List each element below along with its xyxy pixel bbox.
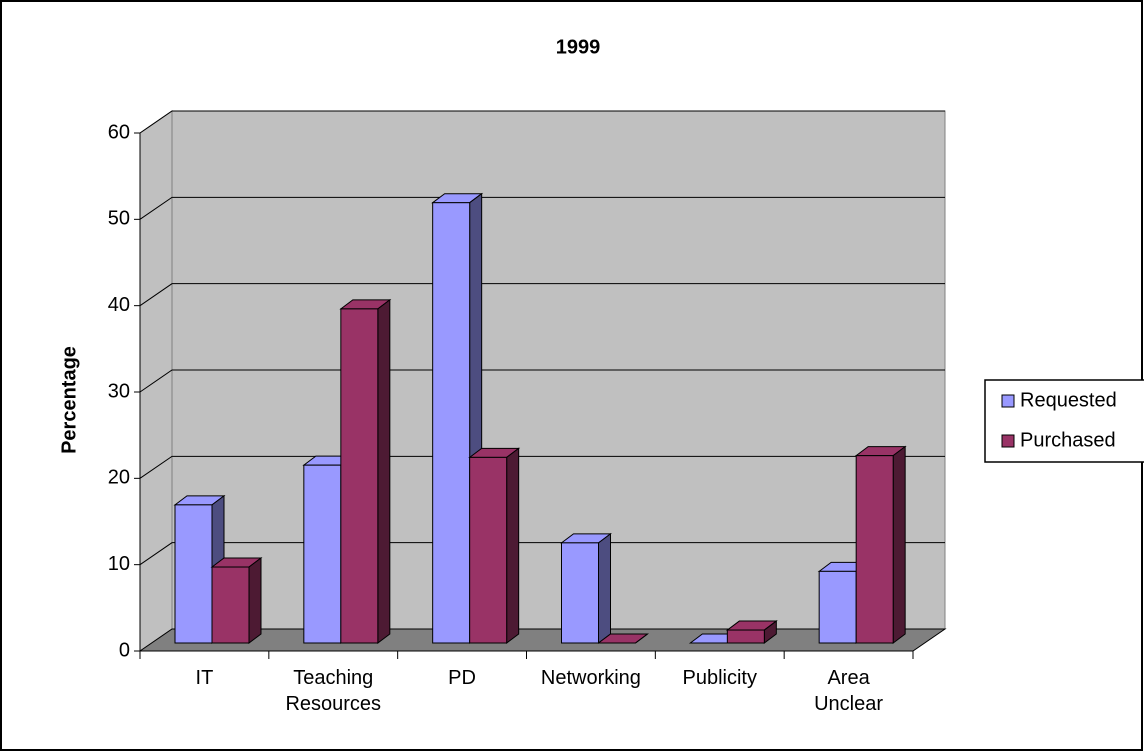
bar	[210, 557, 263, 644]
y-tick-label: 20	[108, 467, 130, 489]
bar	[597, 633, 649, 644]
x-tick-label: Teaching Resources	[285, 667, 382, 715]
bar-side	[506, 447, 520, 644]
grid-line	[139, 110, 945, 134]
x-tick-label: Area Unclear	[814, 667, 884, 715]
bar-side	[377, 298, 391, 644]
x-tick-label: Publicity	[682, 667, 757, 689]
bar-front	[303, 464, 342, 644]
bar	[854, 445, 907, 644]
bar-front	[726, 629, 765, 644]
legend-swatch	[1001, 434, 1015, 448]
y-tick-label: 30	[108, 380, 130, 402]
bar-side	[598, 532, 611, 644]
legend	[984, 379, 1144, 463]
bar-side	[248, 557, 262, 644]
bar-side	[635, 633, 648, 644]
bar-front	[340, 308, 379, 644]
grid-line	[139, 542, 945, 566]
legend-label: Purchased	[1020, 429, 1116, 451]
y-tick-label: 40	[108, 294, 130, 316]
y-tick-label: 0	[119, 639, 130, 661]
bar-front	[561, 542, 599, 644]
bar-front	[432, 202, 471, 644]
bar	[560, 532, 612, 644]
bar-front	[211, 566, 250, 644]
grid-line	[139, 455, 945, 479]
x-tick-label: IT	[195, 667, 214, 689]
y-axis-label: Percentage	[58, 346, 80, 454]
chart-title: 1999	[556, 36, 601, 58]
bar	[725, 620, 778, 644]
bar-front	[174, 504, 213, 644]
bar-side	[892, 445, 906, 644]
bar-front	[818, 570, 857, 644]
grid-line	[139, 369, 945, 393]
y-tick-label: 50	[108, 208, 130, 230]
legend-swatch	[1001, 394, 1015, 408]
bar	[468, 447, 521, 644]
grid-line	[139, 283, 945, 307]
y-tick-label: 60	[108, 121, 130, 143]
bar-front	[855, 455, 894, 644]
bar-front	[469, 456, 508, 644]
y-tick-label: 10	[108, 553, 130, 575]
bar	[339, 298, 392, 644]
grid-line	[139, 196, 945, 220]
legend-label: Requested	[1020, 389, 1117, 411]
x-tick-label: Networking	[540, 667, 641, 689]
x-tick-label: PD	[448, 667, 476, 689]
